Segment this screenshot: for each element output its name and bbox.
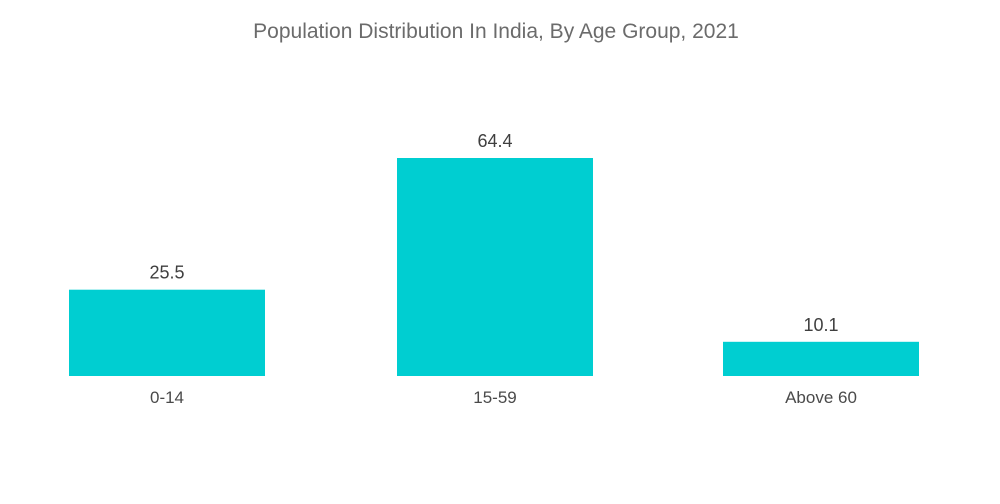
bar-0-14	[69, 289, 265, 376]
data-label-above-60: 10.1	[803, 315, 838, 335]
bar-15-59	[397, 158, 593, 376]
x-tick-label-above-60: Above 60	[785, 388, 857, 407]
x-tick-label-15-59: 15-59	[473, 388, 516, 407]
data-label-0-14: 25.5	[149, 263, 184, 283]
x-tick-label-0-14: 0-14	[150, 388, 184, 407]
data-label-15-59: 64.4	[477, 131, 512, 151]
bar-above-60	[723, 341, 919, 376]
chart-title: Population Distribution In India, By Age…	[253, 20, 739, 43]
bars-layer: 25.5 0-14 64.4 15-59 10.1 Above 60	[69, 131, 919, 407]
